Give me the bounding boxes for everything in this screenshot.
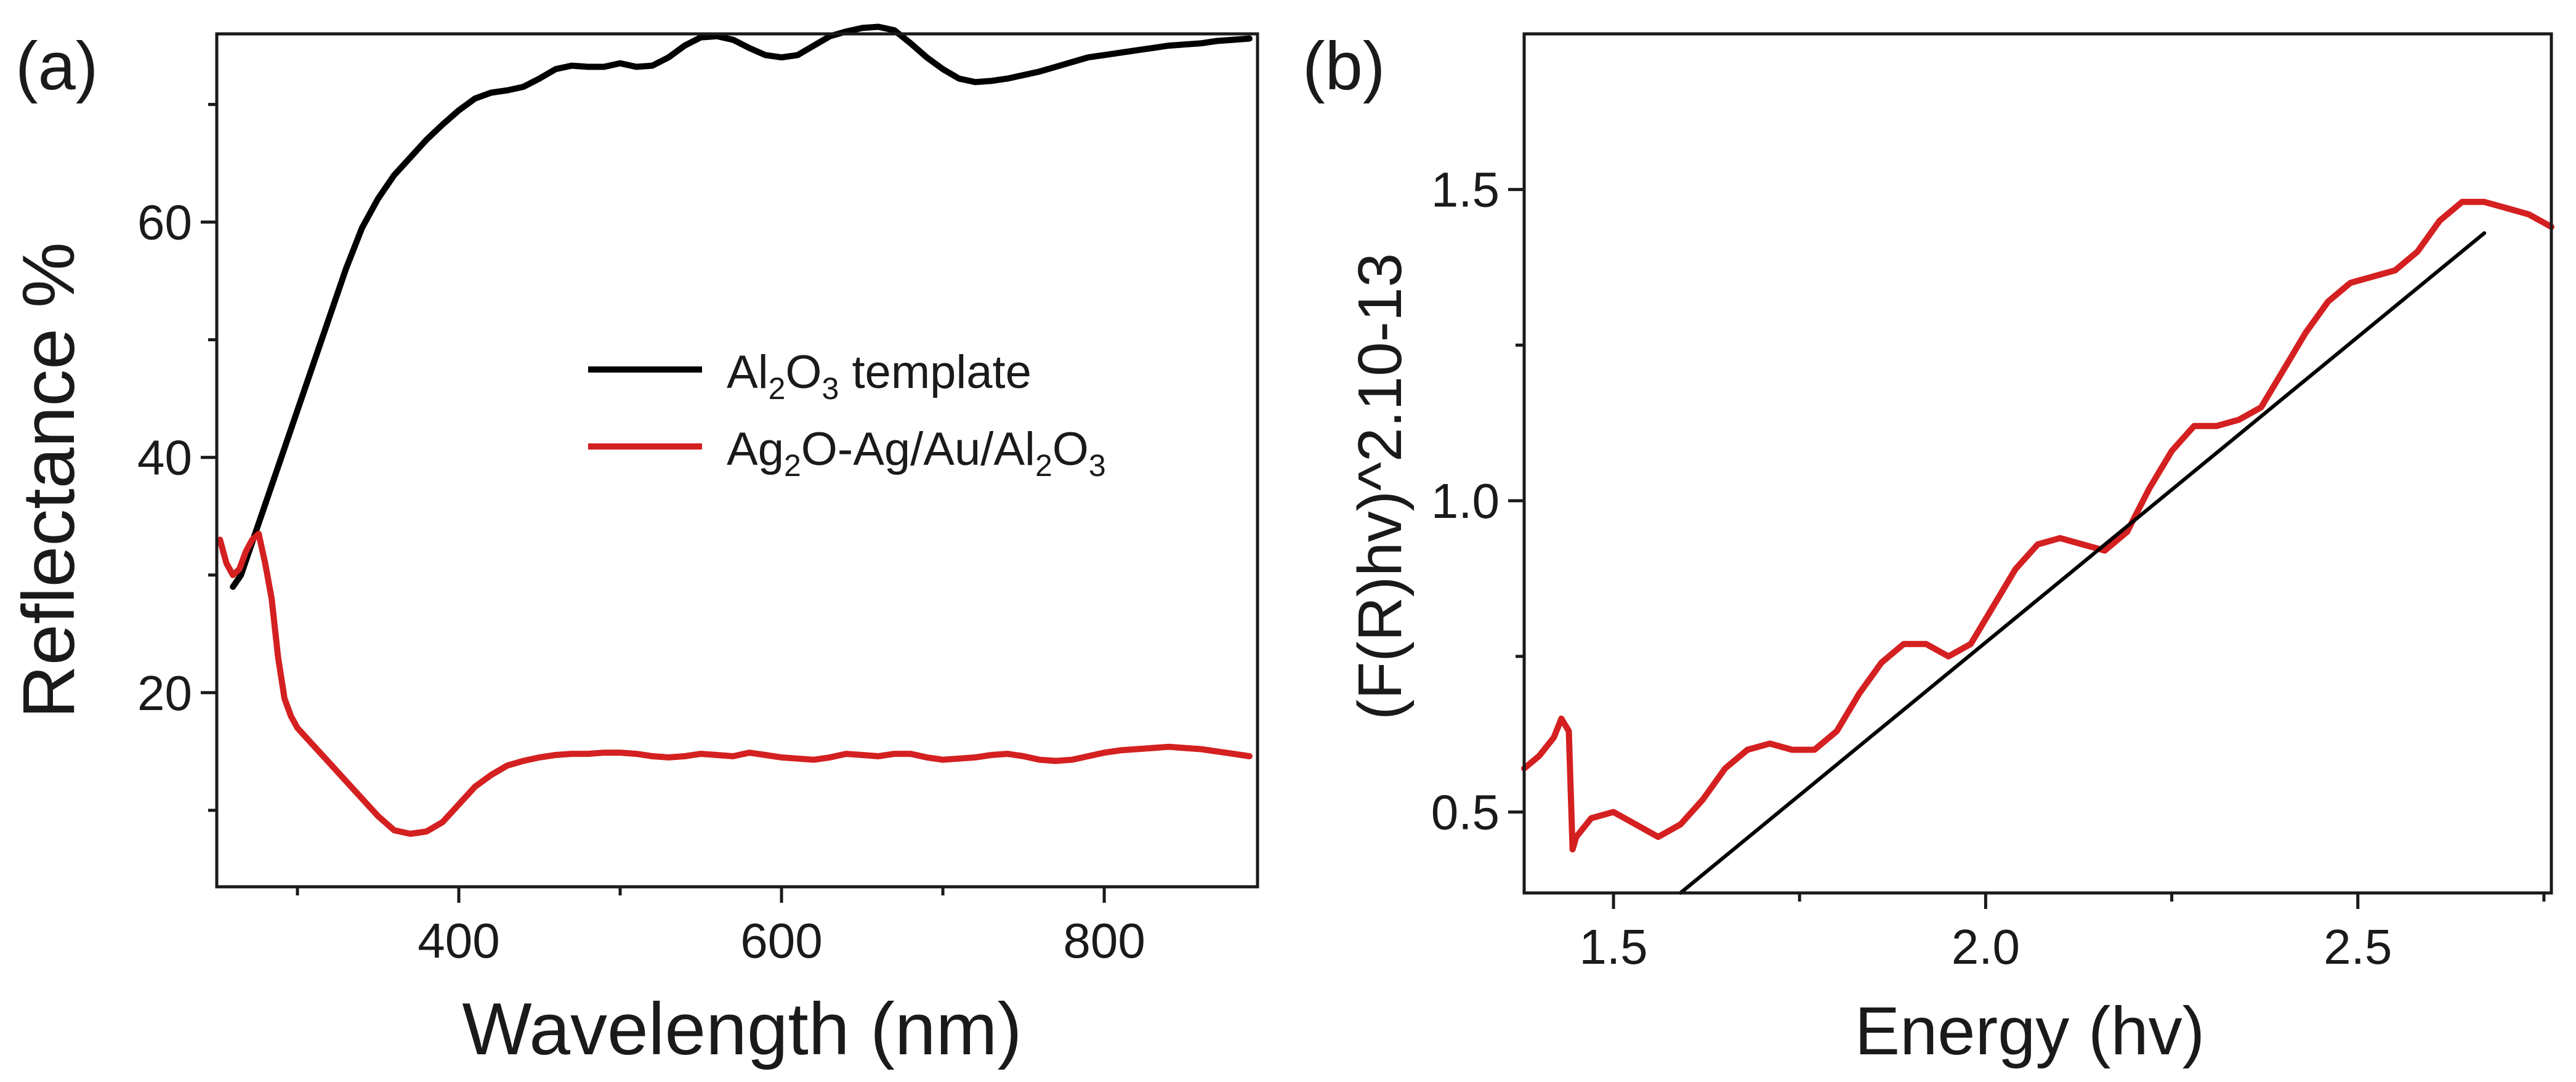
y-tick-label: 0.5 (1431, 785, 1500, 840)
x-tick-label: 400 (418, 913, 499, 968)
panel-b-y-ticks (1508, 188, 1524, 814)
y-tick-label: 20 (137, 666, 192, 721)
series-line-linear-fit (1678, 231, 2487, 895)
y-tick-label: 40 (137, 430, 192, 485)
panel-b-x-tick-labels: 1.5 2.0 2.5 (1579, 919, 2392, 974)
x-tick-label: 2.5 (2324, 919, 2392, 974)
panel-a-y-axis-label: Reflectance % (7, 242, 90, 719)
series-line-al2o3-template (230, 23, 1253, 590)
panel-b-energy-chart: (b) (F(R)hv)^2.10-13 Energy (hv) 0.5 1.0… (1302, 28, 2554, 1069)
panel-a-x-ticks (296, 887, 1106, 903)
legend-label-template: Al2O3 template (727, 346, 1032, 406)
panel-a-label: (a) (15, 28, 98, 104)
panel-a-series (217, 23, 1253, 837)
panel-b-label: (b) (1302, 28, 1385, 104)
x-tick-label: 1.5 (1579, 919, 1647, 974)
y-tick-label: 1.5 (1431, 163, 1500, 217)
panel-b-x-ticks (1612, 893, 2546, 909)
panel-b-x-axis-label: Energy (hv) (1855, 993, 2205, 1069)
panel-a-plot-frame (215, 32, 1259, 889)
panel-b-plot-frame (1522, 32, 2553, 895)
x-tick-label: 800 (1063, 913, 1145, 968)
panel-a-reflectance-chart: (a) Reflectance % Wavelength (nm) 20 40 … (7, 23, 1259, 1070)
panel-a-x-tick-labels: 400 600 800 (418, 913, 1145, 968)
y-tick-label: 1.0 (1431, 474, 1500, 528)
x-tick-label: 600 (740, 913, 822, 968)
x-tick-label: 2.0 (1952, 919, 2020, 974)
series-line-ag2o-ag-au-al2o3 (217, 530, 1253, 837)
panel-b-series (1521, 198, 2554, 895)
panel-a-y-tick-labels: 20 40 60 (137, 195, 192, 721)
panel-b-y-axis-label: (F(R)hv)^2.10-13 (1346, 253, 1415, 720)
panel-a-legend: Al2O3 template Ag2O-Ag/Au/Al2O3 (588, 346, 1106, 483)
panel-a-y-ticks (201, 103, 217, 812)
legend-label-composite: Ag2O-Ag/Au/Al2O3 (727, 423, 1106, 483)
panel-a-x-axis-label: Wavelength (nm) (462, 988, 1022, 1070)
series-line--f-r-hv-2-data (1521, 198, 2554, 853)
panel-b-y-tick-labels: 0.5 1.0 1.5 (1431, 163, 1500, 840)
y-tick-label: 60 (137, 195, 192, 250)
